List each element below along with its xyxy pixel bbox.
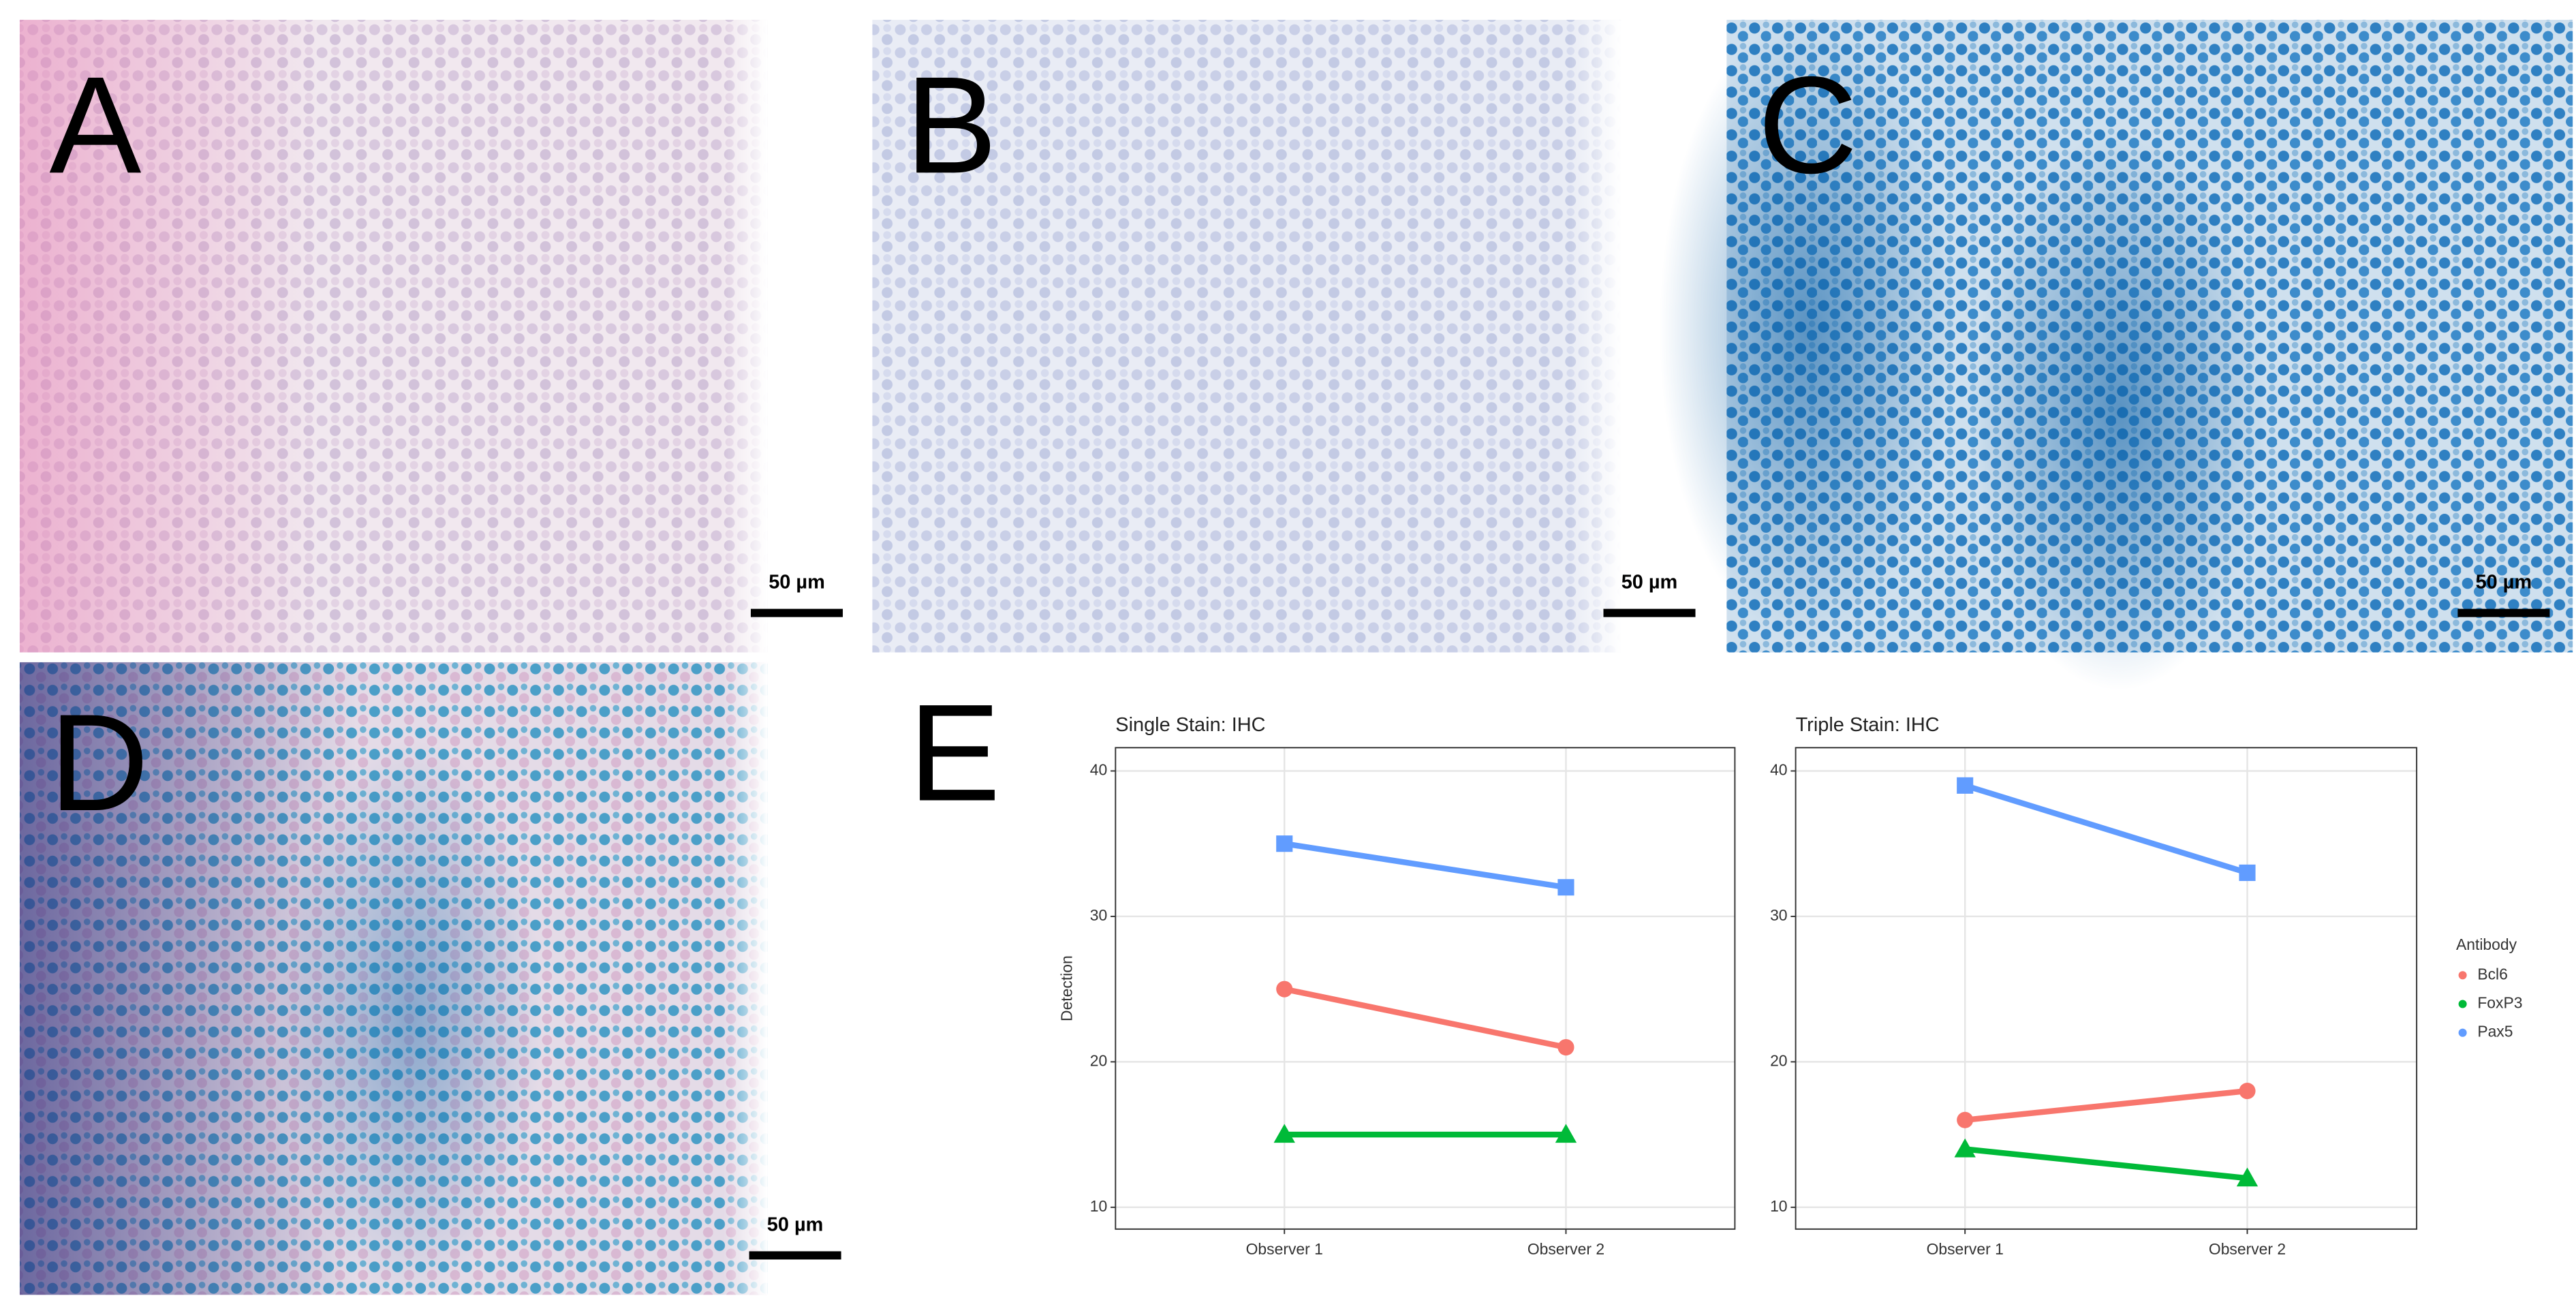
micrograph-c <box>1659 16 2573 690</box>
legend-label: FoxP3 <box>2477 994 2522 1012</box>
y-tick-label: 10 <box>1770 1197 1787 1215</box>
legend-marker <box>2458 971 2467 980</box>
point <box>1957 777 1974 794</box>
panel-label: A <box>49 48 141 202</box>
point <box>1557 879 1574 896</box>
y-tick-label: 40 <box>1090 761 1107 779</box>
legend-title: Antibody <box>2456 936 2517 953</box>
y-tick-label: 40 <box>1770 761 1787 779</box>
x-tick-label: Observer 1 <box>1246 1240 1323 1258</box>
point <box>1957 1111 1974 1128</box>
y-tick-label: 30 <box>1770 906 1787 924</box>
y-tick-label: 30 <box>1090 906 1107 924</box>
plot-background <box>1115 747 1735 1229</box>
scale-bar <box>2457 608 2550 617</box>
panel-label: B <box>905 48 997 202</box>
scale-bar-label: 50 µm <box>767 1214 824 1235</box>
legend-label: Bcl6 <box>2477 965 2508 983</box>
plot-border <box>1115 747 1736 1230</box>
plot-border <box>1795 747 2418 1230</box>
scale-bar <box>750 608 843 617</box>
point <box>1276 980 1293 998</box>
y-tick-label: 20 <box>1770 1051 1787 1069</box>
panel-label: D <box>49 685 149 839</box>
scale-bar <box>1603 608 1696 617</box>
panel-label: C <box>1758 48 1857 202</box>
point <box>1276 835 1293 852</box>
scale-bar-label: 50 µm <box>769 571 825 593</box>
point <box>1954 1138 1976 1158</box>
y-tick-label: 10 <box>1090 1197 1107 1215</box>
legend-marker <box>2458 1000 2467 1008</box>
point <box>2239 1083 2256 1100</box>
series-line <box>1964 1146 2248 1181</box>
micrograph-a <box>19 20 768 653</box>
x-tick-label: Observer 2 <box>2209 1240 2286 1258</box>
scale-bar-label: 50 µm <box>2476 571 2532 593</box>
micrograph-b <box>872 20 1622 653</box>
y-axis-label: Detection <box>1057 955 1075 1021</box>
chart-title: Triple Stain: IHC <box>1796 714 1940 736</box>
x-tick-label: Observer 1 <box>1927 1240 2004 1258</box>
point <box>1555 1124 1577 1143</box>
point <box>1273 1124 1295 1143</box>
series-line <box>1964 782 2248 876</box>
point <box>2236 1167 2259 1187</box>
legend-marker <box>2458 1028 2467 1037</box>
micrograph-d <box>19 662 768 1299</box>
series-line <box>1964 1087 2248 1123</box>
point <box>2239 864 2256 881</box>
plot-background <box>1795 747 2417 1229</box>
panel-label: E <box>908 675 1000 829</box>
scale-bar-label: 50 µm <box>1621 571 1678 593</box>
series-line <box>1284 986 1567 1051</box>
scale-bar <box>749 1251 841 1260</box>
y-tick-label: 20 <box>1090 1051 1107 1069</box>
point <box>1557 1038 1574 1056</box>
legend-label: Pax5 <box>2477 1023 2513 1040</box>
series-line <box>1284 841 1567 891</box>
chart-title: Single Stain: IHC <box>1115 714 1265 736</box>
x-tick-label: Observer 2 <box>1527 1240 1604 1258</box>
